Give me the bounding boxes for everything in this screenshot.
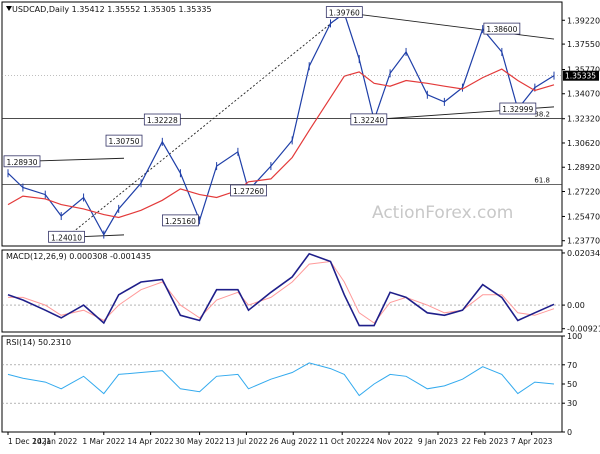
price-annotation-label: 1.24010 <box>51 233 82 242</box>
price-annotation-label: 1.28930 <box>6 158 37 167</box>
rsi-tick-label: 0 <box>567 428 572 437</box>
price-annotation-label: 1.32240 <box>353 116 384 125</box>
price-annotation-label: 1.38600 <box>486 25 517 34</box>
price-tick-label: 1.39220 <box>567 16 600 25</box>
rsi-tick-label: 50 <box>567 380 577 389</box>
rsi-tick-label: 100 <box>567 332 582 341</box>
price-annotation-box <box>105 134 143 147</box>
macd-tick-label: 0.020349 <box>567 249 600 258</box>
price-annotation-box <box>499 102 537 115</box>
price-annotation-box <box>3 155 41 168</box>
rsi-tick-label: 70 <box>567 361 577 370</box>
x-tick-label: 24 Nov 2022 <box>365 437 413 446</box>
x-tick-label: 14 Jan 2022 <box>32 437 77 446</box>
macd-tick-label: 0.00 <box>567 301 585 310</box>
price-annotation-label: 1.39760 <box>329 9 360 18</box>
price-annotation-label: 1.27260 <box>233 187 264 196</box>
x-tick-label: 13 Jul 2022 <box>225 437 268 446</box>
price-tick-label: 1.25470 <box>567 212 600 221</box>
x-tick-label: 1 Mar 2022 <box>82 437 125 446</box>
price-annotation-label: 1.32999 <box>502 105 533 114</box>
x-tick-label: 22 Feb 2023 <box>461 437 508 446</box>
watermark: ActionForex.com <box>372 203 513 223</box>
price-annotation-box <box>230 184 267 197</box>
price-annotation-box <box>143 113 181 126</box>
x-tick-label: 11 Oct 2022 <box>319 437 366 446</box>
price-tick-label: 1.35770 <box>567 65 600 74</box>
price-tick-label: 1.32320 <box>567 115 600 124</box>
price-annotation-label: 1.32228 <box>147 116 178 125</box>
trendline-dashed <box>66 12 345 238</box>
x-tick-label: 7 Apr 2023 <box>511 437 553 446</box>
macd-title: MACD(12,26,9) 0.000308 -0.001435 <box>6 252 151 261</box>
x-tick-label: 30 May 2022 <box>175 437 224 446</box>
macd-tick-label: -0.009215 <box>567 325 600 334</box>
last-price-label: 1.35335 <box>565 72 596 81</box>
x-tick-label: 9 Jan 2023 <box>418 437 458 446</box>
price-tick-label: 1.23770 <box>567 237 600 246</box>
price-tick-label: 1.27220 <box>567 187 600 196</box>
price-annotation-box <box>350 113 388 126</box>
price-annotation-box <box>325 6 363 18</box>
price-annotation-label: 1.25160 <box>165 217 196 226</box>
fibo-level-label: 38.2 <box>534 111 550 119</box>
price-tick-label: 1.30620 <box>567 139 600 148</box>
fibo-level-label: 61.8 <box>534 177 550 185</box>
panel-frame-macd <box>1 249 563 333</box>
rsi-tick-label: 30 <box>567 399 577 408</box>
price-annotation-box <box>48 230 85 243</box>
title-dropdown-icon <box>6 6 12 11</box>
x-tick-label: 14 Apr 2022 <box>127 437 174 446</box>
trendline-upper <box>344 12 555 40</box>
price-annotation-label: 1.30750 <box>109 137 140 146</box>
x-tick-label: 26 Aug 2022 <box>269 437 317 446</box>
rsi-line <box>7 362 555 397</box>
price-tick-label: 1.34070 <box>567 90 600 99</box>
price-annotation-box <box>162 214 199 227</box>
panel-frame-price <box>1 1 563 247</box>
price-tick-label: 1.37550 <box>567 40 600 49</box>
ema-series-line <box>7 68 555 219</box>
price-title: USDCAD,Daily 1.35412 1.35552 1.35305 1.3… <box>12 5 212 14</box>
rsi-title: RSI(14) 50.2310 <box>6 338 71 347</box>
price-tick-label: 1.28920 <box>567 163 600 172</box>
macd-line <box>7 252 555 327</box>
last-price-marker <box>563 70 599 81</box>
x-tick-label: 1 Dec 2021 <box>8 437 51 446</box>
price-annotation-box <box>483 22 521 35</box>
